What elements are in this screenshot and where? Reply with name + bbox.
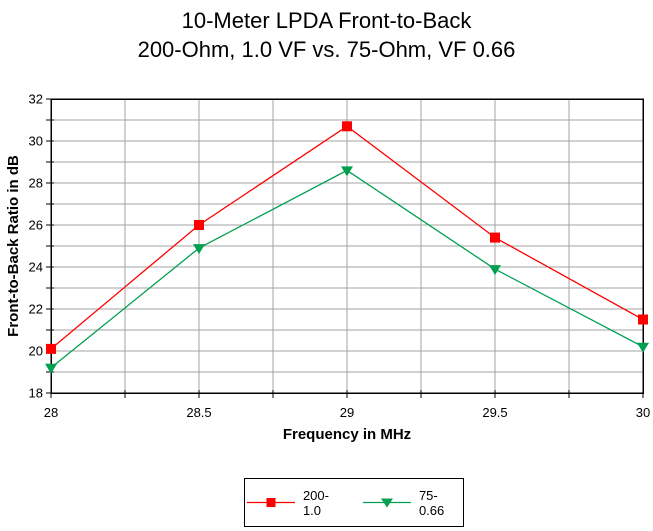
data-point-marker xyxy=(194,220,204,230)
chart-title-line-2: 200-Ohm, 1.0 VF vs. 75-Ohm, VF 0.66 xyxy=(137,37,516,62)
data-point-marker xyxy=(342,121,352,132)
y-tick-label: 18 xyxy=(29,386,43,401)
plot-area: 28 28.5 29 29.5 30 18 20 22 24 26 28 30 32 Frequency… xyxy=(5,92,651,444)
legend: 200-1.0 75-0.66 xyxy=(244,478,464,527)
legend-item: 75-0.66 xyxy=(361,488,463,518)
data-point-marker xyxy=(45,363,57,374)
data-point-marker xyxy=(490,232,500,243)
chart-title: 10-Meter LPDA Front-to-Back 200-Ohm, 1.0… xyxy=(0,6,653,64)
plot-generated-layer: 28 28.5 29 29.5 30 18 20 22 24 26 28 30 32 xyxy=(29,92,651,421)
x-tick-label: 29.5 xyxy=(482,405,507,420)
y-tick-label: 30 xyxy=(29,134,43,149)
data-point-marker xyxy=(489,265,501,276)
y-tick-label: 24 xyxy=(29,260,43,275)
legend-item: 200-1.0 xyxy=(245,488,347,518)
data-point-marker xyxy=(193,244,205,255)
legend-label: 75-0.66 xyxy=(418,487,445,518)
y-axis-title: Front-to-Back Ratio in dB xyxy=(5,155,22,337)
y-tick-label: 20 xyxy=(29,344,43,359)
legend-label: 200-1.0 xyxy=(302,487,329,518)
x-axis-title: Frequency in MHz xyxy=(283,426,411,443)
data-point-marker xyxy=(637,342,649,353)
x-tick-label: 30 xyxy=(636,405,650,420)
legend-square-marker-icon xyxy=(247,498,295,507)
data-point-marker xyxy=(341,166,353,177)
chart-title-line-1: 10-Meter LPDA Front-to-Back xyxy=(181,8,472,33)
x-tick-label: 28 xyxy=(44,405,58,420)
y-tick-label: 22 xyxy=(29,302,43,317)
y-tick-label: 32 xyxy=(29,92,43,107)
data-point-marker xyxy=(46,343,56,354)
x-tick-label: 29 xyxy=(340,405,354,420)
data-point-marker xyxy=(638,314,648,325)
y-tick-label: 28 xyxy=(29,176,43,191)
legend-triangle-marker-icon xyxy=(363,498,411,508)
x-tick-label: 28.5 xyxy=(186,405,211,420)
y-tick-label: 26 xyxy=(29,218,43,233)
